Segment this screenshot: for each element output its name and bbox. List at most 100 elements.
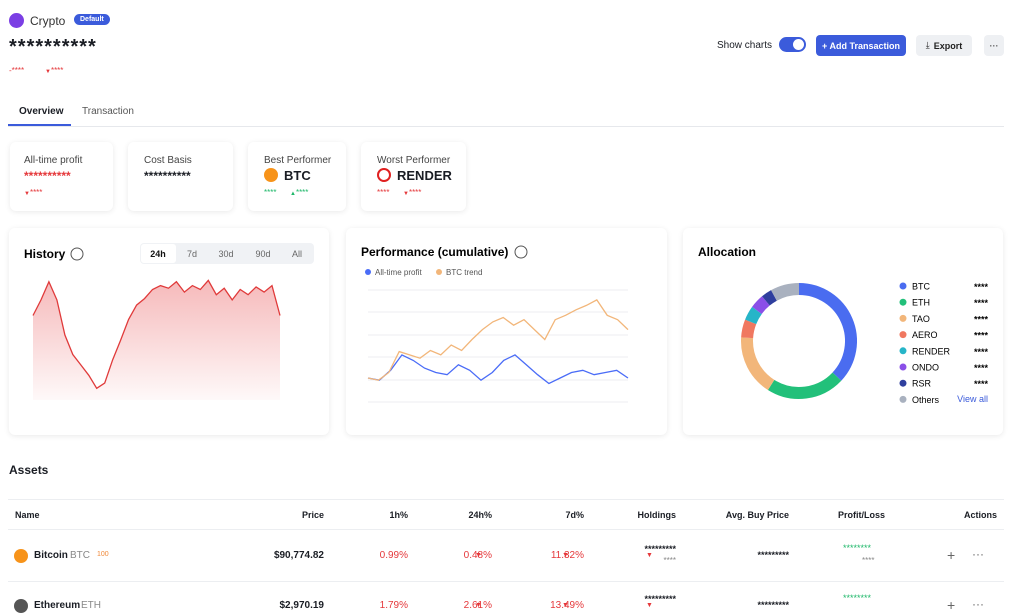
change-pct: ▼****: [45, 66, 64, 75]
divider: [8, 126, 1004, 127]
add-button[interactable]: + Add Transaction: [816, 35, 906, 56]
asset-rank: 100: [97, 551, 109, 558]
view-all-link[interactable]: View all: [957, 394, 988, 404]
down-arrow: ▼: [646, 602, 653, 609]
divider: [8, 581, 1004, 582]
asset-symbol: BTC: [70, 550, 90, 561]
legend-amount: ****: [974, 298, 989, 308]
donut-segment: [767, 372, 842, 399]
range-group: [140, 243, 314, 264]
donut-segment: [745, 306, 762, 325]
holdings: *********: [644, 594, 676, 604]
stat-sub-text: ****: [295, 188, 309, 197]
allocation-card: [683, 228, 1003, 435]
logo: [9, 13, 24, 28]
change: 0.48%: [463, 550, 492, 561]
coin-icon: [14, 549, 28, 563]
change: 1.79%: [379, 600, 408, 611]
more-icon[interactable]: ···: [972, 547, 984, 561]
down-arrow: ▼: [562, 552, 569, 559]
stat-sub: ▼****: [24, 188, 43, 197]
range-option: 7d: [187, 249, 197, 259]
tab[interactable]: Transaction: [82, 106, 134, 117]
legend-label: ONDO: [912, 363, 939, 373]
column-header: Actions: [963, 510, 997, 520]
performance-line: [367, 354, 629, 385]
stat-label: All-time profit: [24, 155, 83, 166]
legend-amount: ****: [974, 331, 989, 341]
legend-dot: [899, 298, 907, 306]
donut-segment: [752, 296, 770, 315]
legend-dot: [436, 269, 442, 275]
coin-icon: [14, 599, 28, 613]
range-option: 24h: [150, 249, 166, 259]
coin-icon: [264, 168, 278, 182]
badge: Default: [74, 14, 110, 25]
range-active: [141, 244, 176, 263]
legend-label: TAO: [912, 314, 930, 324]
stat-label: Best Performer: [264, 155, 332, 166]
performance-card: [346, 228, 667, 435]
column-header: Profit/Loss: [838, 510, 886, 520]
legend-amount: ****: [974, 282, 989, 292]
change-pct-text: ****: [50, 66, 64, 75]
stat-sub: ▼****: [403, 188, 422, 197]
stat-label: Worst Performer: [377, 155, 451, 166]
column-header: 7d%: [565, 510, 584, 520]
toggle[interactable]: [779, 37, 806, 52]
column-header: 24h%: [468, 510, 492, 520]
holdings: *********: [644, 544, 676, 554]
column-header: Avg. Buy Price: [725, 510, 789, 520]
stat-label: Cost Basis: [144, 155, 192, 166]
legend-label: BTC: [912, 282, 931, 292]
stat-value: BTC: [284, 168, 311, 183]
donut-segment: [762, 290, 777, 306]
asset-name: Ethereum: [34, 600, 81, 611]
down-arrow: ▼: [475, 552, 482, 559]
change-amount: -****: [9, 66, 25, 75]
stat-sub: ****: [264, 188, 277, 197]
stat-sub-text: ****: [29, 188, 43, 197]
legend-label: BTC trend: [446, 268, 482, 277]
column-header: Holdings: [637, 510, 677, 520]
stat-card: Best Performer BTC **** ▲****: [248, 142, 346, 211]
legend-dot: [899, 395, 907, 403]
down-arrow: ▼: [562, 602, 569, 609]
legend-dot: [899, 379, 907, 387]
tab[interactable]: Overview: [19, 106, 64, 117]
legend-dot: [899, 347, 907, 355]
add-icon[interactable]: +: [947, 597, 956, 613]
allocation-title: Allocation: [698, 245, 756, 259]
add-icon[interactable]: +: [947, 547, 956, 563]
history-title: History: [24, 247, 66, 261]
donut-segment: [741, 319, 757, 339]
legend-label: All-time profit: [375, 268, 422, 277]
range-option: 30d: [218, 249, 233, 259]
stat-card: Worst Performer RENDER **** ▼****: [361, 142, 466, 211]
legend-label: RENDER: [912, 346, 951, 356]
legend-dot: [899, 331, 907, 339]
change: 0.99%: [379, 550, 408, 561]
asset-name: Bitcoin: [34, 550, 68, 561]
down-arrow: ▼: [646, 552, 653, 559]
holdings-sub: ****: [663, 556, 676, 565]
more-button[interactable]: ···: [984, 35, 1004, 56]
more-icon[interactable]: ···: [972, 597, 984, 611]
avg-price: *********: [757, 600, 789, 610]
profit-loss: ********: [843, 593, 872, 603]
export-button[interactable]: ⤓ Export: [916, 35, 972, 56]
performance-line: [367, 299, 629, 381]
column-header: Price: [301, 510, 324, 520]
profit-loss: ********: [843, 543, 872, 553]
stat-sub: ****: [377, 188, 390, 197]
coin-icon: [377, 168, 391, 182]
change: 13.49%: [550, 600, 584, 611]
balance: **********: [9, 36, 97, 58]
range-option: All: [292, 249, 302, 259]
donut-segment: [741, 337, 775, 390]
portfolio-title: Crypto: [30, 14, 66, 28]
column-header: Name: [15, 510, 40, 520]
show-charts-label: Show charts: [717, 40, 773, 51]
column-header: 1h%: [389, 510, 408, 520]
